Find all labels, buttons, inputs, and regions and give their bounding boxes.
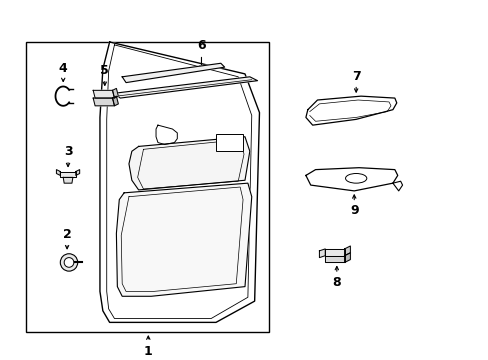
Polygon shape	[112, 89, 118, 98]
Polygon shape	[122, 63, 224, 82]
Ellipse shape	[345, 174, 366, 183]
Polygon shape	[60, 172, 76, 177]
Polygon shape	[344, 246, 350, 256]
Text: 7: 7	[351, 69, 360, 82]
Text: 9: 9	[349, 204, 358, 217]
Circle shape	[60, 254, 78, 271]
Polygon shape	[93, 90, 114, 98]
Polygon shape	[344, 253, 350, 262]
Polygon shape	[156, 125, 177, 144]
Circle shape	[64, 258, 74, 267]
Polygon shape	[305, 168, 397, 191]
Text: 1: 1	[143, 345, 152, 357]
Text: 3: 3	[63, 145, 72, 158]
Polygon shape	[116, 183, 251, 296]
Polygon shape	[56, 170, 60, 175]
Polygon shape	[93, 98, 114, 106]
Text: 6: 6	[197, 39, 205, 52]
Polygon shape	[100, 42, 259, 323]
Polygon shape	[319, 249, 325, 258]
Text: 8: 8	[332, 276, 341, 289]
Polygon shape	[305, 96, 396, 125]
Text: 4: 4	[59, 62, 67, 75]
Polygon shape	[63, 177, 73, 183]
Polygon shape	[76, 170, 80, 175]
Bar	[25, 42, 268, 332]
Text: 5: 5	[100, 64, 109, 77]
Polygon shape	[114, 77, 257, 98]
Polygon shape	[112, 96, 118, 106]
Text: 2: 2	[62, 228, 71, 241]
Polygon shape	[325, 249, 344, 256]
Polygon shape	[392, 181, 402, 191]
Polygon shape	[325, 256, 344, 262]
Polygon shape	[129, 137, 249, 190]
Bar	[216, 134, 243, 151]
